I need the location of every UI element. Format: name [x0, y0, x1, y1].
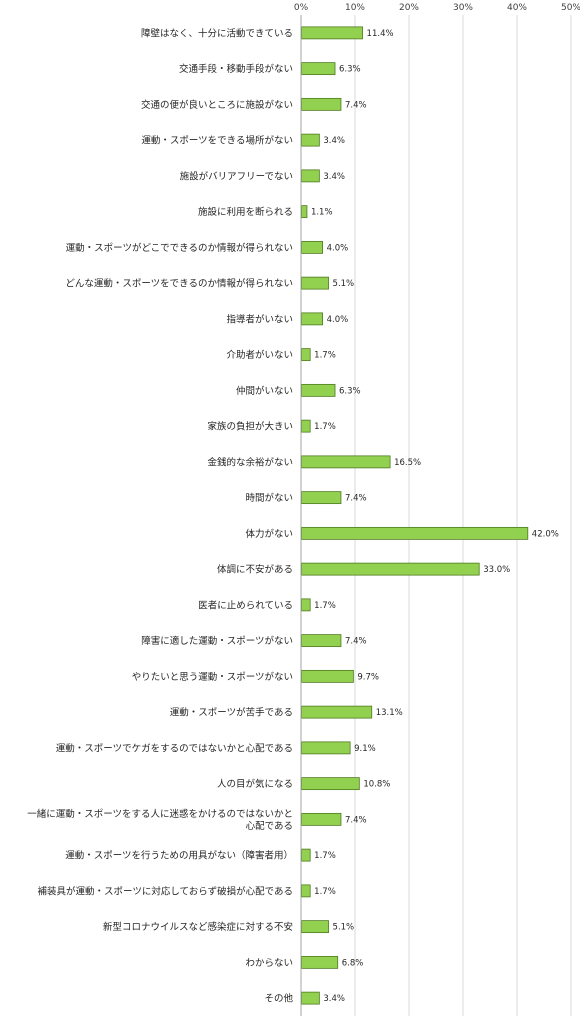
data-label: 1.7%	[314, 422, 336, 432]
bar	[301, 920, 329, 934]
x-axis-ticks: 0% 10% 20% 30% 40% 50%	[294, 3, 580, 13]
bar	[301, 812, 342, 826]
data-label: 16.5%	[394, 458, 421, 468]
bar	[301, 848, 311, 862]
bar	[301, 26, 363, 40]
data-label: 1.7%	[314, 887, 336, 897]
category-label: 障壁はなく、十分に活動できている	[141, 27, 293, 39]
x-tick-label: 40%	[507, 3, 527, 13]
category-label: やりたいと思う運動・スポーツがない	[132, 671, 293, 683]
data-label: 7.4%	[345, 815, 367, 825]
category-label: 医者に止められている	[198, 599, 293, 611]
category-label: 交通の便が良いところに施設がない	[141, 99, 293, 111]
data-label: 11.4%	[367, 29, 394, 39]
x-tick-label: 20%	[399, 3, 419, 13]
data-label: 1.7%	[314, 351, 336, 361]
category-label: その他	[264, 993, 293, 1005]
bar	[301, 491, 342, 505]
bar	[301, 348, 311, 362]
bar	[301, 97, 342, 111]
category-label: 障害に適した運動・スポーツがない	[141, 635, 293, 647]
data-label: 1.1%	[311, 208, 333, 218]
bar	[301, 240, 324, 254]
bar	[301, 383, 336, 397]
gridlines	[354, 15, 572, 1016]
category-label: 家族の負担が大きい	[207, 421, 293, 433]
category-label: 運動・スポーツが苦手である	[170, 707, 293, 719]
category-label: 運動・スポーツがどこでできるのか情報が得られない	[66, 242, 293, 254]
data-label: 6.3%	[339, 386, 361, 396]
x-tick-label: 0%	[294, 3, 309, 13]
category-label: 運動・スポーツを行うための用具がない（障害者用）	[65, 850, 293, 862]
data-label: 7.4%	[345, 100, 367, 110]
category-label: どんな運動・スポーツをできるのか情報が得られない	[65, 278, 293, 290]
category-label: 運動・スポーツでケガをするのではないかと心配である	[56, 743, 293, 754]
data-label: 7.4%	[345, 637, 367, 647]
bar	[301, 991, 320, 1005]
category-label: 体調に不安がある	[217, 564, 293, 576]
data-label: 3.4%	[323, 994, 345, 1004]
data-labels: 11.4% 6.3% 7.4% 3.4% 3.4% 1.1% 4.0% 5.1% 4.0% 1.7…	[311, 29, 559, 1004]
bar	[301, 276, 329, 290]
bar	[301, 133, 320, 147]
bar	[301, 741, 351, 755]
x-tick-label: 30%	[453, 3, 473, 13]
data-label: 3.4%	[323, 136, 345, 146]
category-label: わからない	[245, 958, 293, 969]
category-label: 運動・スポーツをできる場所がない	[141, 135, 293, 147]
category-label: 体力がない	[245, 528, 293, 540]
category-label: 新型コロナウイルスなど感染症に対する不安	[103, 921, 293, 933]
data-label: 33.0%	[483, 565, 510, 575]
bar	[301, 884, 311, 898]
category-label: 金銭的な余裕がない	[207, 456, 293, 468]
data-label: 9.1%	[354, 744, 376, 754]
bar	[301, 312, 324, 326]
data-label: 1.7%	[314, 601, 336, 611]
x-tick-label: 10%	[345, 3, 365, 13]
data-label: 42.0%	[532, 529, 559, 539]
data-label: 3.4%	[323, 172, 345, 182]
data-label: 4.0%	[327, 243, 349, 253]
category-label: 仲間がいない	[236, 385, 293, 397]
category-label: 施設に利用を断られる	[198, 206, 293, 218]
category-label: 補装具が運動・スポーツに対応しておらず破損が心配である	[38, 885, 293, 897]
data-label: 1.7%	[314, 851, 336, 861]
category-label: 指導者がいない	[226, 313, 293, 325]
data-label: 5.1%	[333, 923, 355, 933]
data-label: 13.1%	[376, 708, 403, 718]
bar	[301, 205, 308, 219]
bar	[301, 669, 354, 683]
data-label: 6.3%	[339, 65, 361, 75]
bar	[301, 562, 480, 576]
bar	[301, 455, 391, 469]
category-label: 一緒に運動・スポーツをする人に迷惑をかけるのではないかと心配である	[27, 808, 293, 832]
data-label: 5.1%	[333, 279, 355, 289]
bar	[301, 419, 311, 433]
category-label: 人の目が気になる	[217, 778, 293, 790]
data-label: 6.8%	[342, 958, 364, 968]
category-label: 時間がない	[245, 492, 293, 504]
bar	[301, 62, 336, 76]
bar	[301, 634, 342, 648]
data-label: 4.0%	[327, 315, 349, 325]
data-label: 7.4%	[345, 494, 367, 504]
x-tick-label: 50%	[561, 3, 580, 13]
data-label: 10.8%	[363, 780, 390, 790]
data-label: 9.7%	[357, 672, 379, 682]
bar	[301, 777, 360, 791]
category-label: 交通手段・移動手段がない	[179, 63, 293, 75]
category-label: 施設がバリアフリーでない	[180, 170, 293, 182]
category-label: 介助者がいない	[226, 349, 293, 361]
bar	[301, 705, 373, 719]
category-labels: 障壁はなく、十分に活動できている交通手段・移動手段がない交通の便が良いところに施…	[27, 27, 293, 1004]
bar	[301, 526, 529, 540]
bar	[301, 955, 339, 969]
bar	[301, 598, 311, 612]
bar	[301, 169, 320, 183]
